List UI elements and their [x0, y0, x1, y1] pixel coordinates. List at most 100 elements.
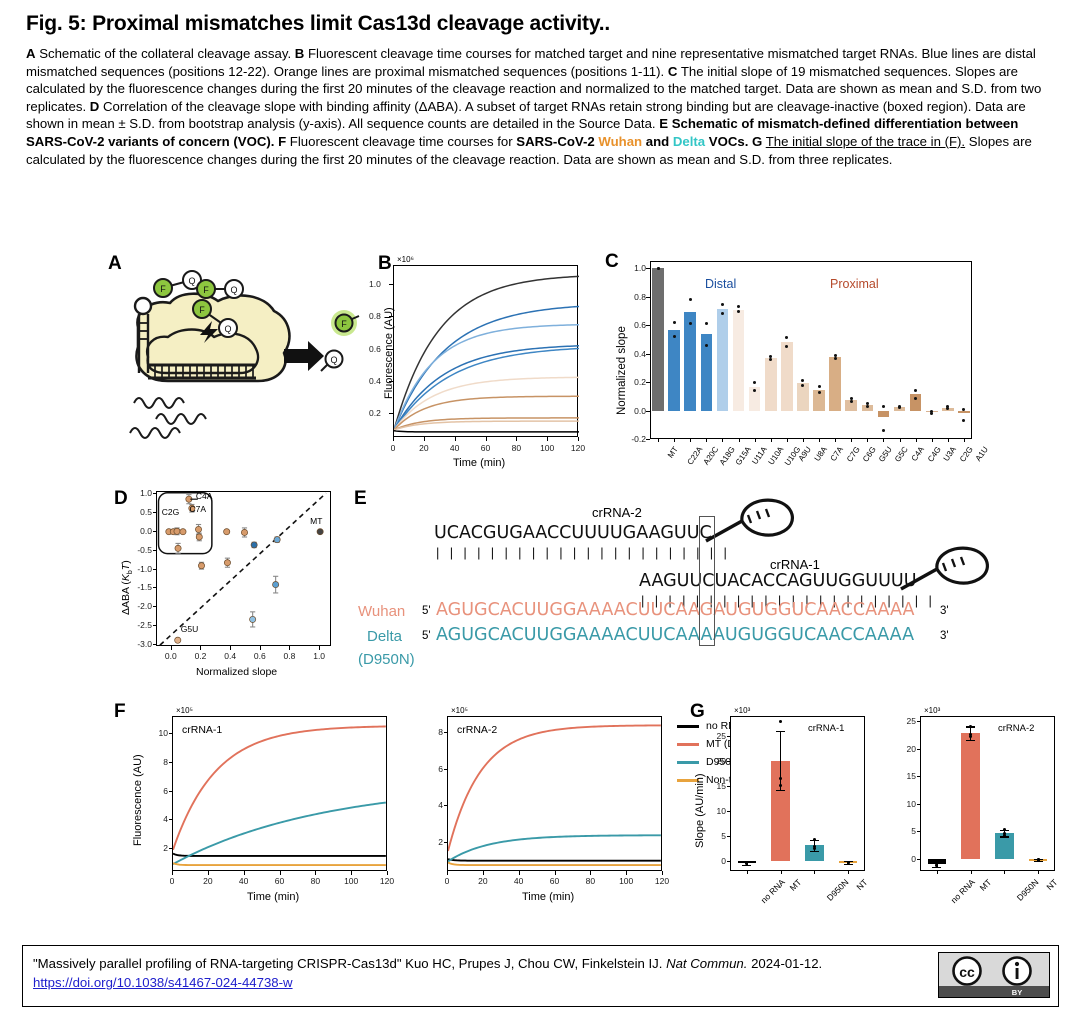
axis-tick-label: 1.0 [140, 487, 152, 498]
panel-c-xtick-C7A: C7A [828, 445, 845, 463]
panel-g2-sci-notation: ×10³ [924, 706, 941, 715]
panel-g1-sci-notation: ×10³ [734, 706, 751, 715]
panel-g-crrna2-title: crRNA-2 [998, 723, 1035, 734]
panel-c-xtick-C4A: C4A [909, 445, 926, 463]
panel-f-legend-swatch-0 [677, 725, 699, 729]
panel-c-replicate-dot [753, 380, 757, 384]
panel-d-datapoint [174, 636, 182, 644]
axis-tick [207, 871, 209, 875]
panel-f-series-no-RNA [448, 858, 661, 862]
axis-tick [726, 861, 730, 862]
panel-f-series-MT--D950- [448, 724, 661, 852]
axis-tick-label: 40 [449, 443, 460, 453]
axis-tick [726, 836, 730, 837]
panel-g-errorbar-cap [966, 739, 976, 741]
axis-tick [389, 380, 393, 382]
axis-tick-label: 120 [570, 443, 586, 453]
axis-tick [590, 871, 592, 875]
panel-c-replicate-dot [946, 404, 950, 408]
panel-c-xtick-G5U: G5U [877, 445, 895, 464]
panel-d-annotation-C7A: C7A [189, 504, 207, 515]
basepair-ticks-top: | | | | | | | | | | | | | | | | | | | | … [436, 545, 731, 560]
panel-d-datapoint [250, 541, 258, 549]
panel-c-xtick-C4G: C4G [925, 445, 943, 464]
crrna1-sequence: AAGUUCUACACCAGUUGGUUUU [639, 571, 917, 591]
panel-d-datapoint [241, 527, 248, 538]
panel-c-replicate-dot [720, 303, 724, 307]
panel-g-bar [995, 833, 1014, 859]
axis-tick [454, 437, 456, 441]
basepair-ticks-bottom: | | | | | | | | | | | | | | | | | | | | … [641, 593, 936, 608]
crrna1-hairpin-icon [900, 546, 989, 591]
panel-d-datapoint [173, 527, 181, 536]
panel-g-xtick-MT: MT [787, 877, 803, 893]
axis-tick-label: 0.5 [140, 506, 152, 517]
panel-c-bar [797, 383, 809, 411]
axis-tick [916, 776, 920, 778]
axis-tick-label: 0 [721, 856, 726, 866]
panel-c-replicate-dot [881, 428, 885, 432]
axis-tick-label: 1.0 [313, 651, 326, 661]
crrna2-sequence: UCACGUGAACCUUUUGAAGUUC [434, 523, 712, 543]
axis-tick [646, 439, 650, 440]
svg-text:F: F [160, 284, 166, 294]
panel-d-inset-box [157, 492, 213, 555]
axis-tick [547, 437, 549, 441]
panel-c-xtick-U11A: U11A [749, 445, 769, 467]
axis-tick [518, 871, 520, 875]
panel-g-xtick-D950N: D950N [1015, 877, 1041, 903]
axis-tick [578, 437, 579, 441]
delta-mutation-label: (D950N) [358, 651, 415, 668]
panel-g-replicate-dot [1036, 857, 1040, 861]
panel-d-datapoint [272, 575, 280, 594]
axis-tick [152, 511, 156, 513]
panel-c-replicate-dot [656, 266, 660, 270]
axis-tick [243, 871, 245, 875]
axis-tick [423, 437, 425, 441]
panel-g-replicate-dot [1002, 832, 1006, 836]
axis-tick-label: 0.2 [369, 407, 381, 418]
panel-g-crrna1-title: crRNA-1 [808, 723, 845, 734]
panel-g-replicate-dot [779, 783, 783, 787]
axis-tick-label: 0 [444, 876, 450, 886]
panel-c-bar [668, 329, 680, 411]
axis-tick [443, 805, 447, 807]
axis-tick-label: 40 [513, 876, 524, 886]
panel-g-errorbar-cap [932, 867, 942, 869]
figure-canvas: A [0, 243, 1081, 938]
panel-d-xlabel: Normalized slope [196, 666, 278, 678]
panel-c-replicate-dot [737, 310, 741, 314]
axis-tick [916, 858, 920, 860]
panel-g-replicate-dot [846, 860, 850, 864]
panel-c-xtick-G15A: G15A [734, 445, 754, 467]
panel-g-replicate-dot [969, 733, 973, 737]
axis-tick [835, 439, 837, 442]
panel-f-crrna1-plot-area [172, 716, 387, 871]
axis-tick-label: 20 [906, 743, 916, 754]
doi-link[interactable]: https://doi.org/10.1038/s41467-024-44738… [33, 975, 293, 990]
axis-tick-label: 5 [911, 826, 916, 837]
panel-c-replicate-dot [833, 357, 837, 361]
axis-tick [883, 439, 885, 442]
axis-tick [746, 871, 748, 874]
crrna2-label: crRNA-2 [592, 505, 642, 520]
wuhan-5prime: 5' [422, 605, 431, 617]
axis-tick [168, 733, 172, 735]
axis-tick-label: 10 [158, 728, 168, 739]
delta-5prime: 5' [422, 630, 431, 642]
panel-g-errorbar-cap [776, 731, 786, 733]
axis-tick [168, 848, 172, 850]
axis-tick [916, 748, 920, 750]
axis-tick [170, 646, 172, 650]
axis-tick-label: 15 [716, 781, 726, 791]
panel-c-bar [748, 386, 761, 411]
axis-tick-label: 0.6 [634, 320, 646, 331]
axis-tick [963, 439, 965, 442]
panel-c-replicate-dot [898, 404, 902, 408]
panel-b-series-no-target [394, 430, 579, 433]
panel-c-bar [700, 334, 713, 411]
panel-c-replicate-dot [753, 389, 757, 393]
panel-b-series-distal-4 [394, 347, 579, 431]
page-title: Fig. 5: Proximal mismatches limit Cas13d… [26, 12, 611, 35]
delta-sequence: AGUGCACUUGGAAAACUUCAAAAUGUGGUCAACCAAAA [436, 625, 915, 645]
